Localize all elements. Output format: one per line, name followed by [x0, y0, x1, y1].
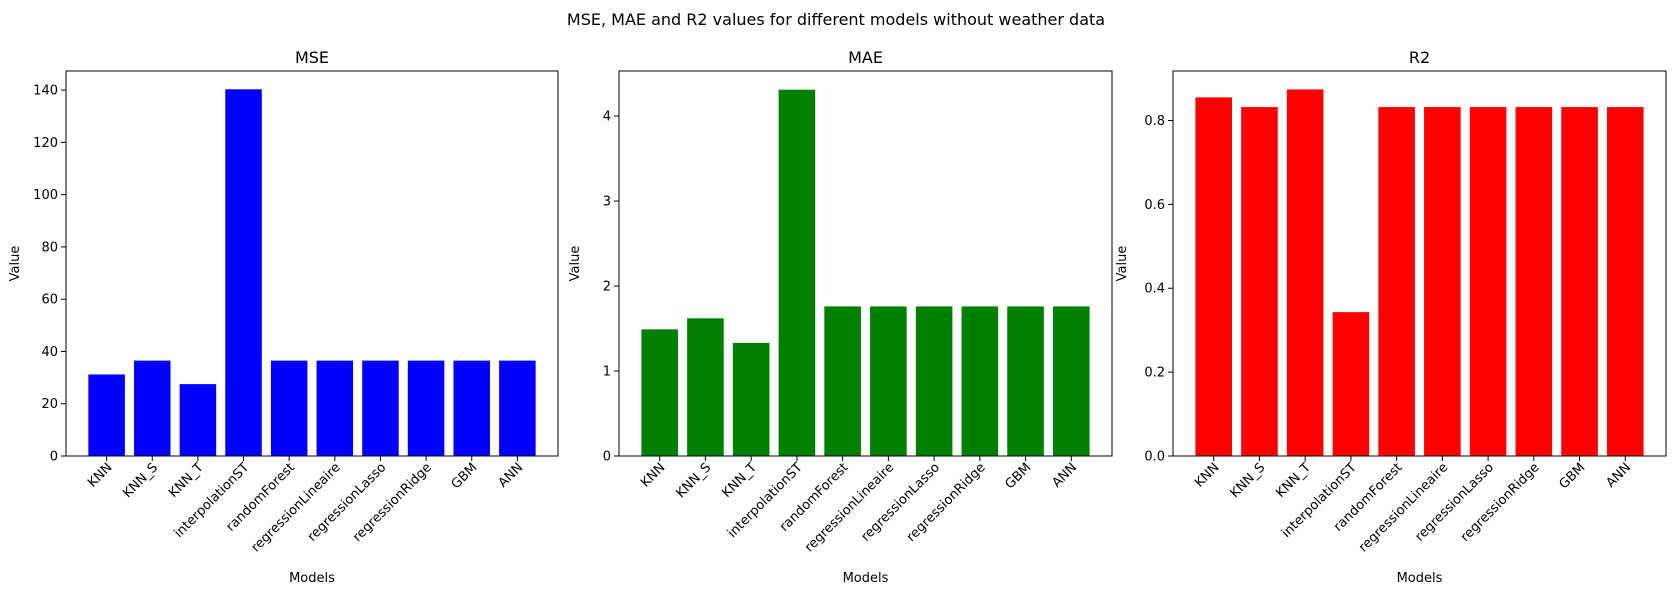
- x-tick-label: regressionLasso: [858, 460, 942, 544]
- y-tick-label: 0.0: [1144, 450, 1165, 465]
- bar-regressionRidge: [961, 306, 999, 456]
- x-tick-label: GBM: [1002, 460, 1034, 492]
- x-tick-label: KNN_S: [1227, 460, 1268, 501]
- bar-regressionLasso: [362, 360, 399, 456]
- x-tick-label: regressionRidge: [904, 460, 989, 545]
- bar-randomForest: [1378, 107, 1415, 456]
- x-axis-label: Models: [1397, 571, 1443, 586]
- x-tick-label: regressionRidge: [350, 460, 435, 545]
- x-tick-label: KNN: [1192, 460, 1222, 490]
- bar-KNN_S: [1241, 107, 1278, 456]
- x-tick-label: KNN_T: [166, 460, 207, 501]
- x-tick-label: KNN_S: [673, 460, 714, 501]
- bar-ANN: [499, 360, 536, 456]
- y-tick-label: 40: [41, 345, 58, 360]
- y-tick-label: 120: [33, 136, 58, 151]
- bar-KNN_T: [732, 342, 770, 456]
- chart-title: MAE: [848, 48, 883, 67]
- bar-regressionLasso: [1469, 107, 1507, 456]
- bar-KNN_S: [687, 318, 724, 456]
- bar-regressionLineaire: [1424, 107, 1461, 456]
- plot-frame: [1172, 70, 1667, 457]
- bar-GBM: [453, 360, 490, 456]
- x-tick-label: ANN: [1049, 460, 1080, 491]
- y-tick-label: 3: [603, 195, 611, 210]
- bar-interpolationST: [225, 89, 262, 457]
- x-tick-label: regressionLasso: [1412, 460, 1496, 544]
- chart-title: R2: [1409, 48, 1430, 67]
- x-tick-label: ANN: [1603, 460, 1634, 491]
- y-axis-label: Value: [1115, 246, 1130, 282]
- bar-GBM: [1561, 107, 1598, 456]
- x-tick-label: GBM: [449, 460, 481, 492]
- x-tick-label: regressionLasso: [305, 460, 389, 544]
- plot-frame: [65, 70, 559, 457]
- x-tick-label: regressionLineaire: [802, 460, 897, 555]
- y-tick-label: 20: [41, 397, 58, 412]
- bar-regressionLineaire: [316, 360, 354, 456]
- bar-KNN: [88, 374, 125, 456]
- y-tick-label: 2: [603, 280, 611, 295]
- bar-KNN_T: [1286, 89, 1324, 456]
- x-axis-label: Models: [843, 571, 889, 586]
- y-tick-label: 140: [33, 84, 58, 99]
- x-axis-label: Models: [289, 571, 335, 586]
- x-tick-label: GBM: [1556, 460, 1588, 492]
- x-tick-label: ANN: [496, 460, 527, 491]
- y-tick-label: 0.6: [1144, 198, 1165, 213]
- x-tick-label: KNN: [638, 460, 668, 490]
- x-tick-label: regressionLineaire: [1356, 460, 1451, 555]
- bar-KNN_T: [179, 384, 217, 456]
- x-tick-label: regressionLineaire: [249, 460, 344, 555]
- bar-GBM: [1007, 306, 1044, 456]
- x-tick-label: KNN_T: [1273, 460, 1314, 501]
- y-tick-label: 4: [603, 110, 611, 125]
- bar-KNN_S: [134, 360, 171, 456]
- bar-randomForest: [824, 306, 861, 456]
- y-tick-label: 0: [603, 450, 611, 465]
- y-tick-label: 0: [50, 450, 58, 465]
- bar-ANN: [1607, 107, 1644, 456]
- y-tick-label: 100: [33, 188, 58, 203]
- y-tick-label: 0.8: [1144, 114, 1165, 129]
- bar-regressionRidge: [407, 360, 445, 456]
- bar-interpolationST: [778, 89, 816, 456]
- bar-KNN: [1195, 97, 1232, 457]
- x-tick-label: KNN_T: [719, 460, 760, 501]
- y-tick-label: 60: [41, 293, 58, 308]
- chart-title: MSE: [295, 48, 329, 67]
- y-tick-label: 0.2: [1144, 366, 1165, 381]
- bar-ANN: [1053, 306, 1090, 456]
- bar-KNN: [641, 329, 678, 456]
- plot-frame: [618, 70, 1113, 457]
- bar-regressionLasso: [915, 306, 953, 456]
- bar-regressionLineaire: [870, 306, 907, 456]
- y-tick-label: 0.4: [1144, 282, 1165, 297]
- bar-interpolationST: [1332, 312, 1370, 456]
- y-tick-label: 1: [603, 365, 611, 380]
- bar-regressionRidge: [1515, 107, 1553, 456]
- bar-randomForest: [270, 360, 308, 456]
- x-tick-label: regressionRidge: [1458, 460, 1543, 545]
- y-tick-label: 80: [41, 240, 58, 255]
- x-tick-label: KNN_S: [120, 460, 161, 501]
- x-tick-label: KNN: [85, 460, 115, 490]
- figure-suptitle: MSE, MAE and R2 values for different mod…: [567, 10, 1105, 29]
- y-axis-label: Value: [568, 246, 583, 282]
- y-axis-label: Value: [8, 246, 23, 282]
